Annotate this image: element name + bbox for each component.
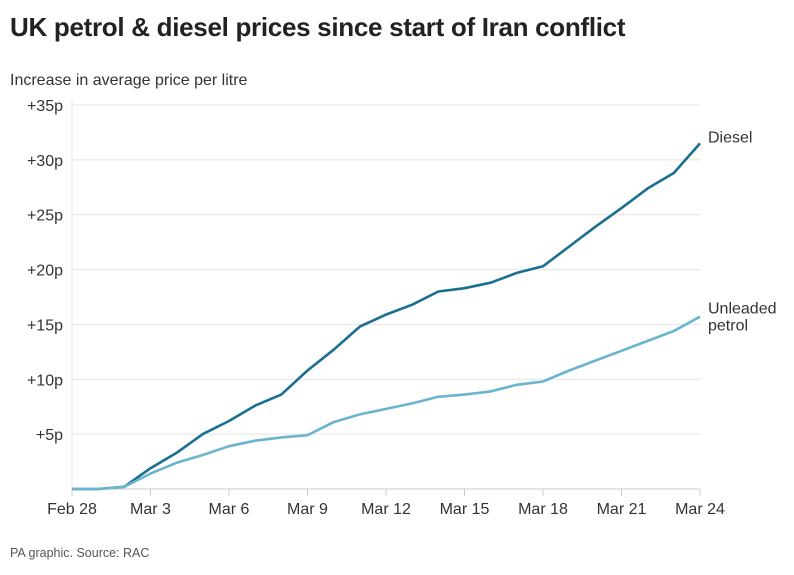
chart-title: UK petrol & diesel prices since start of… [10, 12, 626, 42]
x-tick-label: Mar 3 [130, 501, 171, 518]
x-tick-label: Mar 15 [440, 501, 490, 518]
x-tick-label: Mar 24 [675, 501, 725, 518]
y-tick-label: +25p [27, 208, 63, 225]
x-tick-label: Mar 9 [287, 501, 328, 518]
y-tick-label: +10p [27, 372, 63, 389]
x-tick-label: Mar 6 [209, 501, 250, 518]
series-line-diesel [72, 142, 701, 491]
series-line-petrol [72, 315, 701, 491]
x-tick-label: Mar 12 [361, 501, 411, 518]
y-tick-label: +35p [27, 98, 63, 115]
y-tick-label: +30p [27, 153, 63, 170]
x-tick-label: Mar 21 [597, 501, 647, 518]
x-tick-label: Feb 28 [47, 501, 97, 518]
series-label: Unleaded [708, 301, 777, 318]
y-tick-label: +20p [27, 263, 63, 280]
series-label: Diesel [708, 129, 752, 146]
y-axis-label: Increase in average price per litre [10, 72, 248, 89]
y-tick-label: +15p [27, 317, 63, 334]
x-tick-label: Mar 18 [518, 501, 568, 518]
y-tick-label: +5p [36, 427, 63, 444]
series-label: petrol [708, 318, 748, 335]
source-note: PA graphic. Source: RAC [10, 546, 150, 560]
